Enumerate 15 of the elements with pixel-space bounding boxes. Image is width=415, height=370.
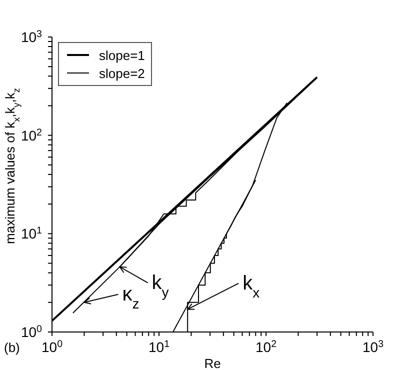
annotation: κ$_{z}$ — [122, 283, 140, 312]
y-tick-label: 10$^{0}$ — [20, 324, 43, 340]
annotation: k$_{y}$ — [152, 272, 169, 300]
x-tick-label: 10$^{3}$ — [362, 338, 384, 355]
legend-label: slope=2 — [99, 66, 145, 80]
y-tick-label: 10$^{1}$ — [20, 225, 42, 242]
x-tick-label: 10$^{0}$ — [41, 338, 64, 355]
legend-label: slope=1 — [99, 48, 145, 62]
x-axis-title: Re — [204, 356, 221, 370]
x-tick-label: 10$^{1}$ — [148, 338, 170, 355]
x-tick-label: 10$^{2}$ — [255, 338, 277, 355]
annotation: k$_{x}$ — [242, 272, 260, 300]
y-tick-label: 10$^{3}$ — [20, 28, 43, 45]
y-tick-label: 10$^{2}$ — [20, 126, 42, 144]
text: (b) — [4, 340, 20, 355]
